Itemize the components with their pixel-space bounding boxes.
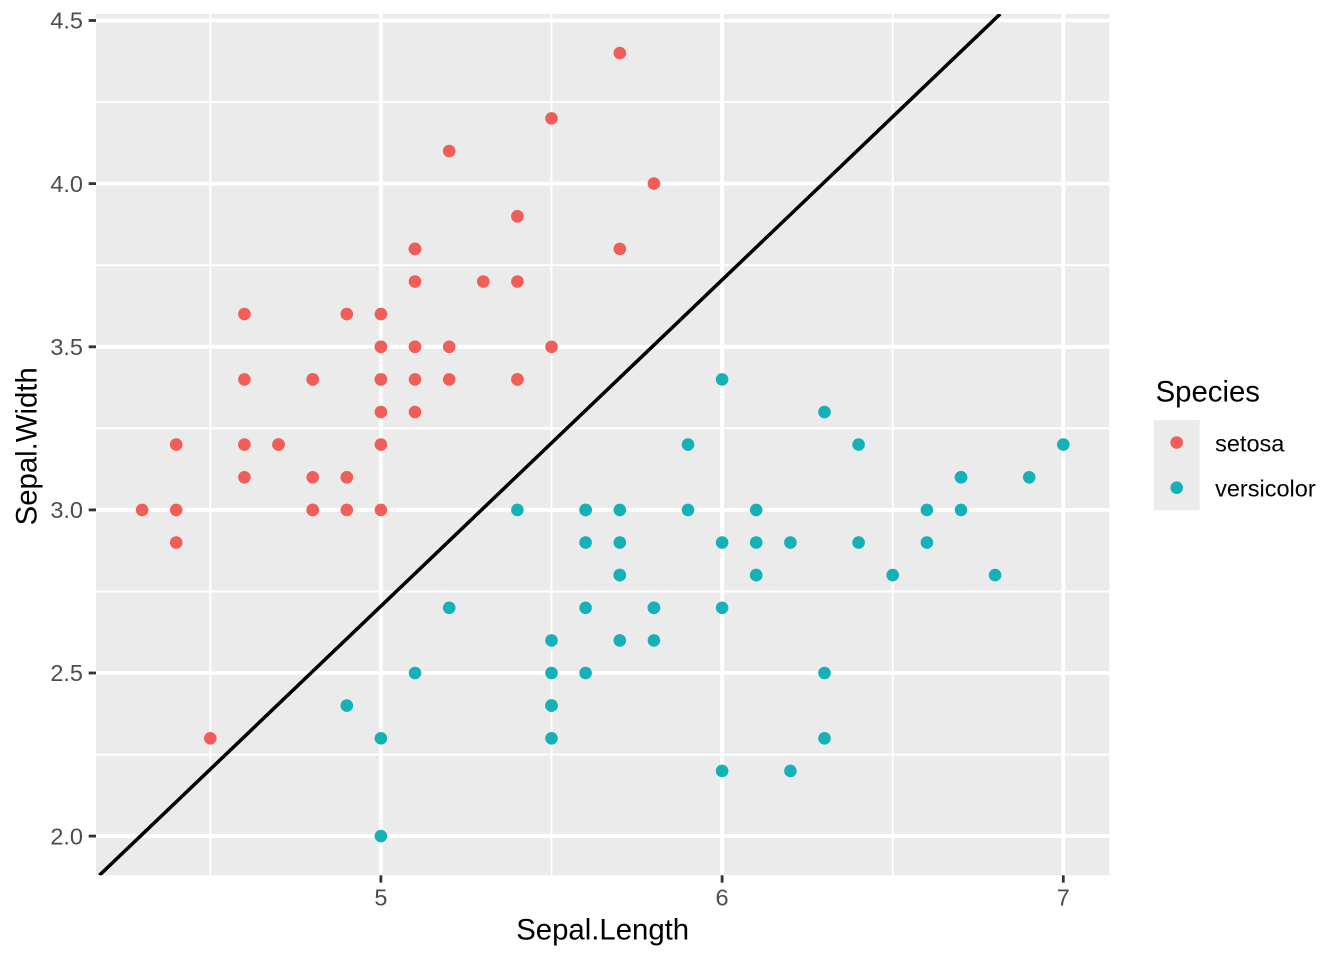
svg-text:Sepal.Length: Sepal.Length [516, 914, 689, 947]
svg-text:3.0: 3.0 [50, 497, 83, 523]
svg-text:4.0: 4.0 [50, 171, 83, 197]
svg-text:2.0: 2.0 [50, 823, 83, 849]
svg-text:Sepal.Width: Sepal.Width [11, 367, 44, 525]
svg-text:6: 6 [716, 885, 729, 911]
svg-text:3.5: 3.5 [50, 334, 83, 360]
svg-text:setosa: setosa [1215, 430, 1285, 456]
svg-text:5: 5 [374, 885, 387, 911]
svg-text:Species: Species [1156, 376, 1260, 409]
svg-text:versicolor: versicolor [1215, 476, 1316, 502]
svg-text:2.5: 2.5 [50, 660, 83, 686]
svg-text:7: 7 [1057, 885, 1070, 911]
svg-text:4.5: 4.5 [50, 8, 83, 34]
